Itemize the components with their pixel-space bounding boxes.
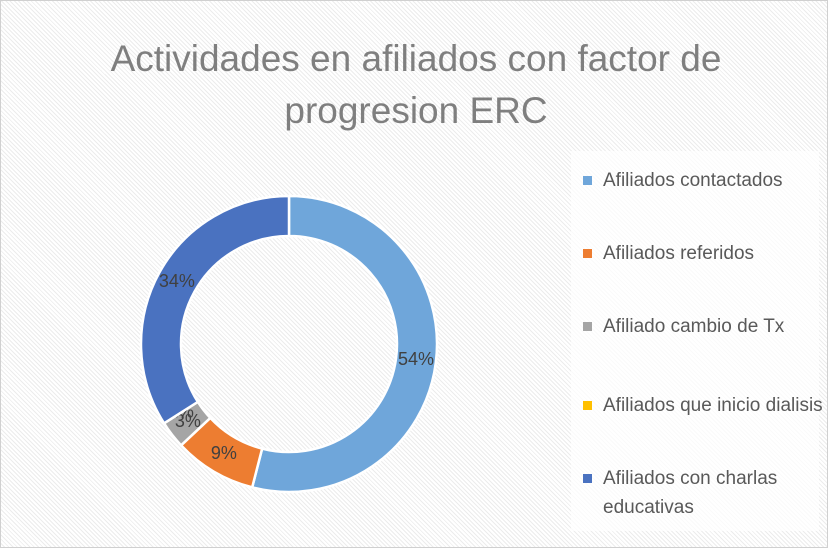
legend-item: Afiliados contactados bbox=[583, 166, 827, 195]
legend-item: Afiliados con charlas educativas bbox=[583, 464, 827, 522]
legend-label: Afiliados con charlas educativas bbox=[603, 468, 778, 518]
data-label: 34% bbox=[159, 271, 195, 291]
legend-label: Afiliados contactados bbox=[603, 170, 783, 191]
legend-label: Afiliados referidos bbox=[603, 243, 755, 264]
legend-swatch bbox=[583, 474, 592, 483]
legend-swatch bbox=[583, 176, 592, 185]
data-label: 54% bbox=[398, 349, 434, 369]
legend-label: Afiliado cambio de Tx bbox=[603, 316, 785, 337]
chart-title: Actividades en afiliados con factor de p… bbox=[110, 38, 722, 131]
legend-item: Afiliados referidos bbox=[583, 239, 827, 268]
legend-item: Afiliado cambio de Tx bbox=[583, 312, 827, 341]
legend-label: Afiliados que inicio dialisis bbox=[603, 395, 823, 416]
legend-swatch bbox=[583, 322, 592, 331]
data-label: 9% bbox=[211, 443, 237, 463]
donut-segment bbox=[139, 194, 291, 426]
legend-swatch bbox=[583, 249, 592, 258]
legend-item: Afiliados que inicio dialisis bbox=[583, 391, 827, 420]
donut-segment bbox=[250, 194, 439, 494]
legend-swatch bbox=[583, 401, 592, 410]
data-label: 3% bbox=[175, 411, 201, 431]
legend: Afiliados contactados Afiliados referidos… bbox=[571, 151, 823, 531]
